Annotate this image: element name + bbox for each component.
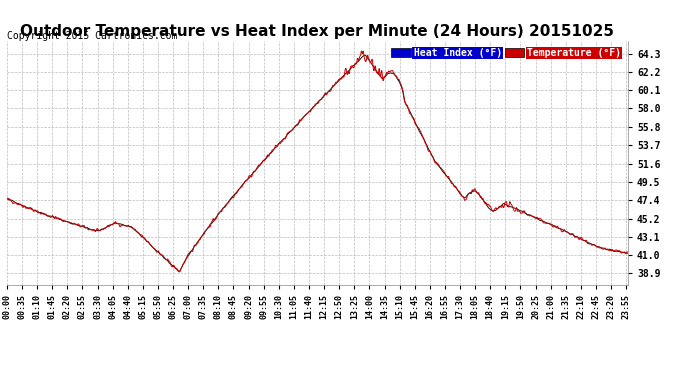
Title: Outdoor Temperature vs Heat Index per Minute (24 Hours) 20151025: Outdoor Temperature vs Heat Index per Mi… <box>21 24 614 39</box>
Text: Copyright 2015 Cartronics.com: Copyright 2015 Cartronics.com <box>7 32 177 41</box>
Legend: Heat Index (°F), Temperature (°F): Heat Index (°F), Temperature (°F) <box>389 46 623 60</box>
